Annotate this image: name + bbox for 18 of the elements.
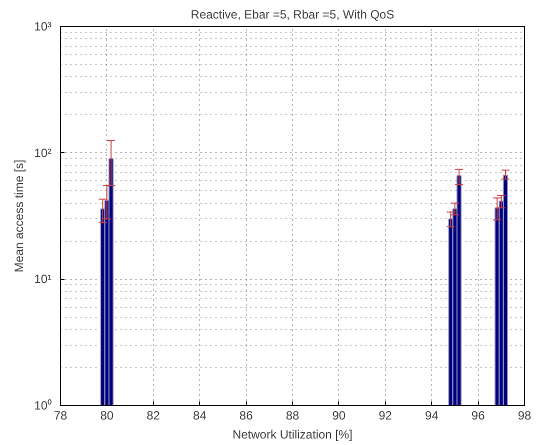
x-axis-title: Network Utilization [%]	[232, 428, 353, 442]
x-tick-label: 78	[54, 408, 68, 422]
y-tick-label: 10²	[34, 146, 52, 160]
x-tick-label: 92	[378, 408, 392, 422]
x-tick-label: 80	[100, 408, 114, 422]
y-tick-label: 10⁰	[34, 398, 52, 412]
y-axis-title: Mean access time [s]	[12, 160, 26, 272]
x-tick-label: 82	[146, 408, 160, 422]
x-tick-label: 98	[518, 408, 532, 422]
x-tick-label: 84	[193, 408, 207, 422]
x-tick-label: 94	[425, 408, 439, 422]
x-tick-label: 86	[239, 408, 254, 422]
y-tick-label: 10¹	[34, 272, 52, 286]
x-tick-label: 88	[286, 408, 300, 422]
x-tick-label: 96	[471, 408, 486, 422]
x-tick-label: 90	[332, 408, 346, 422]
y-tick-label: 10³	[34, 20, 52, 34]
chart-title: Reactive, Ebar =5, Rbar =5, With QoS	[190, 8, 394, 22]
